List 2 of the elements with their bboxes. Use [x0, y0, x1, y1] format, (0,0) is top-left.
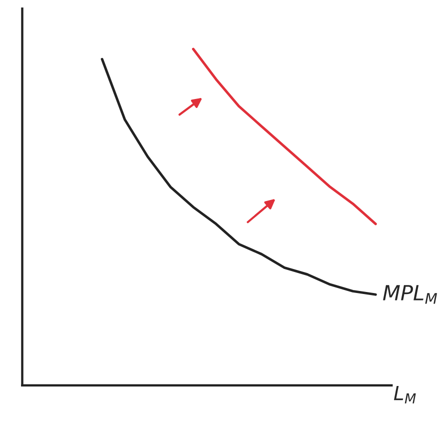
x-axis-title: L$_{M}$	[394, 386, 416, 404]
series-label: MPL$_{M}$	[383, 285, 438, 304]
